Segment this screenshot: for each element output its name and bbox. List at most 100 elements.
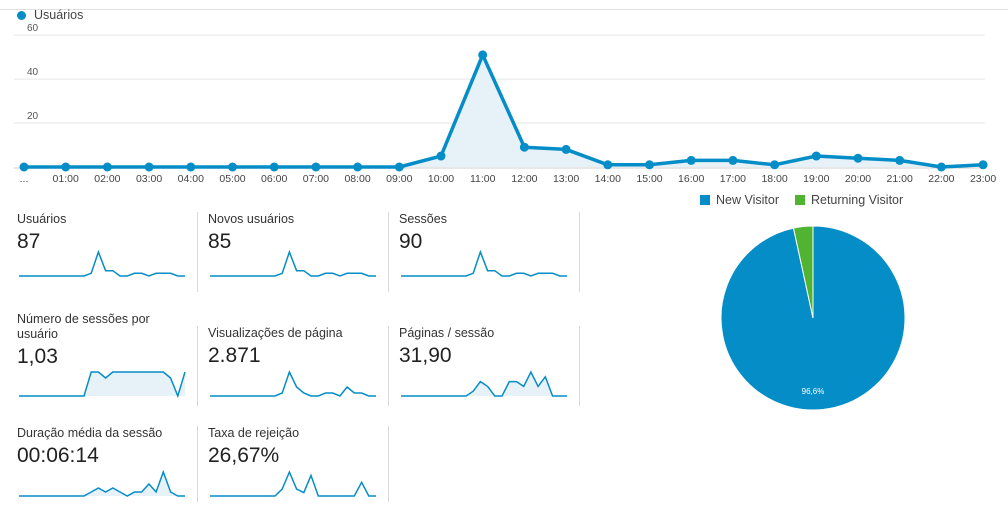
x-tick-label: 17:00: [720, 173, 746, 185]
data-point: [311, 162, 321, 172]
sparkline: [401, 249, 567, 277]
chart-legend[interactable]: Usuários: [17, 8, 83, 22]
series-area: [24, 54, 984, 167]
x-tick-label: 16:00: [678, 173, 704, 185]
series-line: [24, 53, 984, 169]
pie-legend: New Visitor Returning Visitor: [700, 193, 903, 207]
metric-value: 87: [17, 230, 41, 253]
metric-new-users[interactable]: Novos usuários 85: [208, 212, 388, 277]
sparkline-line: [19, 371, 186, 398]
legend-label: New Visitor: [716, 193, 779, 207]
sparkline-line: [19, 469, 185, 497]
data-point: [686, 155, 696, 165]
y-tick-label: 20: [27, 111, 39, 122]
x-tick-label: 07:00: [303, 173, 329, 185]
metric-value: 26,67%: [208, 444, 280, 467]
sparkline: [19, 371, 186, 398]
data-point: [936, 162, 946, 172]
metric-value: 85: [208, 230, 232, 253]
x-tick-label: 05:00: [219, 173, 245, 185]
data-point: [561, 144, 571, 154]
legend-label: Returning Visitor: [810, 193, 904, 207]
data-point: [144, 162, 154, 172]
sparkline-line: [401, 370, 567, 397]
data-point: [478, 50, 488, 60]
divider: [388, 212, 389, 292]
metric-label: Sessões: [399, 212, 447, 226]
sparkline-line: [401, 249, 567, 277]
metric-pages-per-session[interactable]: Páginas / sessão 31,90: [399, 326, 579, 397]
y-tick-label: 60: [27, 23, 39, 34]
legend-label: Usuários: [34, 8, 84, 22]
metric-label: Taxa de rejeição: [208, 426, 300, 440]
metric-label: Visualizações de página: [208, 326, 343, 340]
divider: [197, 212, 198, 292]
x-tick-label: 12:00: [511, 173, 537, 185]
metric-label: Páginas / sessão: [399, 326, 495, 340]
metric-value: 00:06:14: [17, 444, 99, 467]
metric-sessions[interactable]: Sessões 90: [399, 212, 579, 277]
metric-sessions-per-user[interactable]: Número de sessões por usuário 1,03: [17, 312, 187, 398]
sparkline-line: [210, 470, 376, 497]
divider: [388, 326, 389, 406]
y-tick-label: 40: [27, 67, 39, 78]
sparkline: [401, 370, 567, 397]
pie-slice: [792, 225, 814, 319]
x-tick-label: 20:00: [845, 173, 871, 185]
top-divider: [0, 9, 1008, 10]
metric-label: Novos usuários: [208, 212, 295, 226]
x-tick-label: 23:00: [970, 173, 996, 185]
sparkline-area: [19, 372, 185, 396]
data-point: [186, 162, 196, 172]
legend-item-new-visitor[interactable]: New Visitor: [700, 193, 779, 207]
x-tick-label: 01:00: [53, 173, 79, 185]
sparkline-area: [19, 472, 185, 496]
sparkline-line: [210, 249, 376, 277]
users-line-chart[interactable]: 20 40 60... 01:00 02:00 03:00 04:00 05:00 06:00 0…: [0, 20, 1008, 190]
x-tick-label: 06:00: [261, 173, 287, 185]
x-tick-label: 14:00: [595, 173, 621, 185]
legend-swatch: [700, 195, 710, 205]
data-point: [436, 151, 446, 161]
data-point: [61, 162, 71, 172]
metric-value: 90: [399, 230, 423, 253]
x-tick-label: 15:00: [636, 173, 662, 185]
divider: [197, 426, 198, 502]
divider: [579, 326, 580, 406]
divider: [197, 326, 198, 406]
x-tick-label: 08:00: [344, 173, 370, 185]
visitor-type-pie-chart[interactable]: 96,6%: [720, 225, 906, 411]
metric-users[interactable]: Usuários 87: [17, 212, 197, 277]
x-tick-label: ...: [20, 173, 29, 185]
x-tick-label: 21:00: [887, 173, 913, 185]
sparkline: [19, 249, 185, 277]
divider: [579, 212, 580, 292]
sparkline-line: [210, 370, 376, 397]
x-tick-label: 09:00: [386, 173, 412, 185]
x-tick-label: 22:00: [928, 173, 954, 185]
metric-label: Usuários: [17, 212, 67, 226]
x-tick-label: 10:00: [428, 173, 454, 185]
data-point: [770, 160, 780, 170]
data-point: [353, 162, 363, 172]
x-tick-label: 02:00: [94, 173, 120, 185]
pie-data-label: 96,6%: [802, 387, 825, 396]
data-point: [228, 162, 237, 172]
metric-pageviews[interactable]: Visualizações de página 2.871: [208, 326, 388, 397]
series-dot-icon: [17, 10, 26, 20]
data-point: [728, 155, 738, 165]
sparkline: [210, 470, 376, 497]
data-point: [645, 160, 654, 170]
legend-item-returning-visitor[interactable]: Returning Visitor: [794, 193, 904, 207]
metric-bounce-rate[interactable]: Taxa de rejeição 26,67%: [208, 426, 388, 497]
x-tick-label: 13:00: [553, 173, 579, 185]
metric-avg-session-duration[interactable]: Duração média da sessão 00:06:14: [17, 426, 197, 497]
data-point: [394, 162, 404, 172]
data-point: [811, 151, 821, 161]
legend-swatch: [794, 195, 805, 205]
metric-label: Duração média da sessão: [17, 426, 163, 440]
data-point: [978, 160, 988, 170]
metric-value: 31,90: [399, 344, 452, 367]
data-point: [19, 162, 29, 172]
data-point: [102, 162, 112, 172]
